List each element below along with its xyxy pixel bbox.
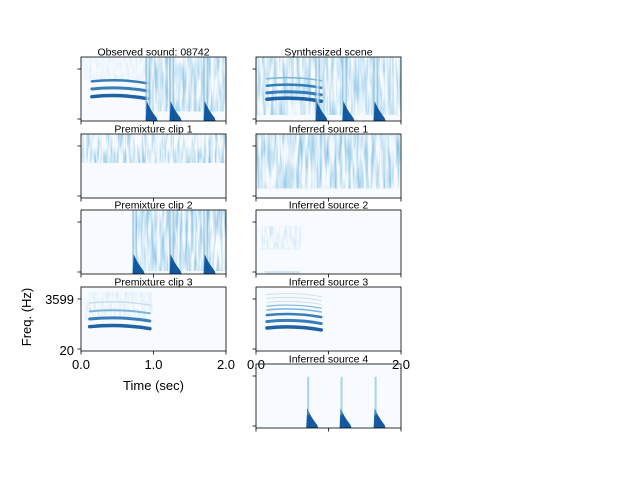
noise-texture [84,292,153,319]
x-axis-label: Time (sec) [123,378,184,393]
right-row3-axis-labels: 0.0 2.0 [247,357,410,372]
panel-background [256,287,401,351]
panel-content [81,134,226,163]
panel-title: Observed sound: 08742 [97,47,209,59]
y-axis-label: Freq. (Hz) [19,288,34,347]
panel-content [265,293,323,332]
harmonic-band [90,93,150,101]
impact-blob [169,254,182,274]
harmonic-band [90,78,149,85]
panel-inferred4: Inferred source 4 [252,354,402,432]
panel-title: Premixture clip 2 [114,200,192,212]
impact-streak-core [204,210,207,274]
impact-streak-core [316,57,319,121]
panel-content [306,376,386,428]
impact-upper-streak [340,376,343,416]
panel-title: Premixture clip 1 [114,124,192,136]
x-tick-label: 2.0 [217,357,235,372]
impact-blob [203,101,216,121]
panel-inferred1: Inferred source 1 [252,124,402,202]
harmonic-band [265,318,323,326]
impact-streak-core [170,210,173,274]
impact-blob [342,101,355,121]
y-tick-label: 3599 [45,292,74,307]
harmonic-band [266,300,322,305]
x-tick-label: 2.0 [392,357,410,372]
impact-streak-core [133,210,136,274]
harmonic-band [266,293,322,298]
low-energy-band [264,271,300,274]
panel-title: Inferred source 1 [289,124,369,136]
harmonic-band [266,304,322,309]
harmonic-band [88,301,151,306]
harmonic-band [266,296,322,302]
noise-texture [81,57,147,80]
panel-content [256,134,401,189]
impact-streak-core [146,57,149,121]
panel-content [132,210,226,274]
harmonic-band [265,312,323,319]
panel-premix3: Premixture clip 3 [77,277,227,355]
noise-texture [133,210,226,271]
impact-streak-core [170,57,173,121]
panel-observed: Observed sound: 08742 [77,47,227,125]
panel-title: Synthesized scene [284,47,372,59]
panel-title: Inferred source 3 [289,277,369,289]
left-axis-labels: 0.0 1.0 2.0 20 3599 Time (sec) Freq. (Hz) [19,288,235,393]
impact-upper-streak [307,376,310,416]
panel-inferred2: Inferred source 2 [252,200,402,278]
impact-streak-core [204,57,207,121]
panel-title: Inferred source 4 [289,354,369,366]
panel-content [81,57,226,121]
panel-content [84,292,153,331]
panel-inferred3: Inferred source 3 [252,277,402,355]
impact-upper-streak [374,376,377,416]
impact-streak-core [374,57,377,121]
impact-blob [169,101,182,121]
harmonic-band [266,308,322,313]
impact-blob [373,101,386,121]
impact-streak-core [343,57,346,121]
x-tick-label: 0.0 [72,357,90,372]
harmonic-band [87,323,152,331]
panel-premix2: Premixture clip 2 [77,200,227,278]
harmonic-band [265,325,323,332]
panel-title: Inferred source 2 [289,200,369,212]
impact-blob [145,101,158,121]
panel-title: Premixture clip 3 [114,277,192,289]
noise-texture [81,134,226,163]
x-tick-label: 1.0 [144,357,162,372]
noise-texture [256,134,401,189]
harmonic-band [90,86,150,93]
x-tick-label: 0.0 [247,357,265,372]
harmonic-band [88,316,152,323]
panel-content [261,226,301,274]
impact-blob [132,254,145,274]
impact-blob [203,254,216,274]
y-tick-label: 20 [60,343,74,358]
harmonic-band [88,309,151,315]
panel-content [256,57,401,121]
panel-synthesized: Synthesized scene [252,47,402,125]
noise-texture [146,57,226,112]
noise-texture [261,226,301,250]
panel-premix1: Premixture clip 1 [77,124,227,202]
impact-blob [315,101,328,121]
